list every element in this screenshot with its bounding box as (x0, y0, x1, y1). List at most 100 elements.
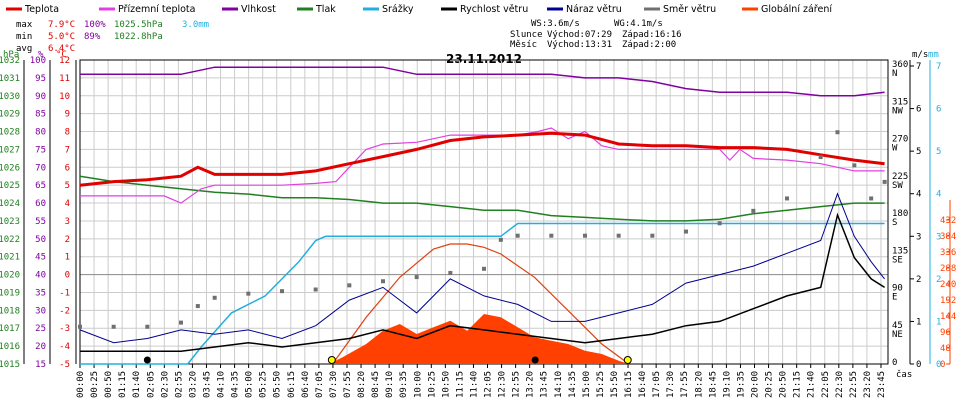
x-tick-label: 12:05 (484, 371, 494, 398)
moon-marker (143, 356, 151, 364)
y-tick-dir-name: E (892, 293, 897, 303)
x-tick-label: 01:15 (118, 371, 128, 398)
stat-max-rain: 3.0mm (182, 20, 209, 30)
y-tick-temp: 9 (65, 110, 70, 120)
series-temperature (79, 131, 885, 187)
x-tick-label: 21:40 (807, 371, 817, 398)
y-tick-mm: 5 (936, 147, 941, 157)
y-tick-humidity: 60 (35, 199, 46, 209)
y-tick-wind: 6 (916, 105, 921, 115)
wind-dir-point (882, 179, 887, 184)
x-tick-label: 17:05 (652, 371, 662, 398)
info-moon-label: Měsíc (510, 40, 537, 50)
x-tick-label: 07:30 (329, 371, 339, 398)
y-tick-temp: 10 (59, 92, 70, 102)
x-axis-label: čas (896, 369, 912, 380)
series-wind-speed (80, 212, 886, 352)
stat-avg-label: avg (16, 44, 32, 54)
x-tick-label: 17:30 (666, 371, 676, 398)
x-tick-label: 05:50 (273, 371, 283, 398)
y-tick-pressure: 1024 (0, 199, 20, 209)
y-label-temp: °C (56, 50, 67, 60)
y-tick-pressure: 1021 (0, 253, 20, 263)
y-tick-dir-name: W (892, 144, 898, 154)
y-tick-temp: 8 (65, 128, 70, 138)
wind-dir-point (280, 289, 284, 294)
info-moon-set: Západ:2:00 (622, 40, 676, 50)
x-tick-label: 19:35 (736, 371, 746, 398)
y-tick-pressure: 1020 (0, 271, 20, 281)
y-tick-pressure: 1022 (0, 235, 20, 245)
x-tick-label: 20:50 (779, 371, 789, 398)
x-tick-label: 14:35 (568, 371, 578, 398)
y-tick-dir-name: SW (892, 181, 903, 191)
y-tick-humidity: 15 (35, 360, 46, 370)
x-tick-label: 18:20 (694, 371, 704, 398)
y-tick-rad: 48 (940, 344, 951, 354)
y-tick-temp: 2 (65, 235, 70, 245)
sun-marker (623, 356, 632, 364)
x-tick-label: 11:15 (455, 371, 465, 398)
info-wg: WG:4.1m/s (614, 19, 663, 29)
y-tick-rad: 432 (940, 216, 956, 226)
y-tick-humidity: 45 (35, 253, 46, 263)
x-tick-label: 03:45 (202, 371, 212, 398)
x-tick-label: 00:50 (104, 371, 114, 398)
x-tick-label: 06:15 (287, 371, 297, 398)
wind-dir-point (869, 196, 874, 201)
x-tick-label: 18:45 (708, 371, 718, 398)
y-tick-temp: 7 (65, 145, 70, 155)
y-label-wind: m/s (912, 50, 928, 60)
y-tick-mm: 2 (936, 275, 941, 285)
y-tick-temp: 0 (65, 271, 70, 281)
wind-dir-point (78, 324, 82, 329)
y-tick-temp: 3 (65, 217, 70, 227)
x-tick-label: 23:20 (863, 371, 873, 398)
y-tick-rad: 96 (940, 328, 951, 338)
stat-min-temp: 5.0°C (48, 32, 75, 42)
wind-dir-point (684, 229, 688, 234)
x-tick-label: 02:05 (146, 371, 156, 398)
x-tick-label: 04:10 (217, 371, 227, 398)
y-tick-wind: 5 (916, 147, 921, 157)
y-tick-mm: 6 (936, 105, 941, 115)
x-tick-label: 05:00 (245, 371, 255, 398)
y-tick-pressure: 1015 (0, 360, 20, 370)
y-tick-humidity: 40 (35, 271, 46, 281)
y-tick-pressure: 1019 (0, 288, 20, 298)
wind-dir-point (195, 304, 200, 309)
y-tick-wind: 3 (916, 232, 921, 242)
y-tick-pressure: 1032 (0, 56, 20, 66)
y-tick-wind: 7 (916, 62, 921, 72)
y-tick-dir: 0 (892, 358, 897, 368)
y-tick-mm: 3 (936, 232, 941, 242)
y-tick-humidity: 75 (35, 145, 46, 155)
y-tick-dir: 360 (892, 60, 908, 70)
y-tick-temp: -1 (59, 288, 70, 298)
y-tick-humidity: 20 (35, 342, 46, 352)
y-tick-temp: 12 (59, 56, 70, 66)
y-tick-dir: 270 (892, 135, 908, 145)
y-tick-pressure: 1017 (0, 324, 20, 334)
y-tick-pressure: 1029 (0, 110, 20, 120)
wind-dir-point (212, 295, 217, 300)
wind-dir-point (414, 275, 419, 280)
x-tick-label: 13:20 (526, 371, 536, 398)
x-tick-label: 16:40 (638, 371, 648, 398)
y-tick-pressure: 1018 (0, 306, 20, 316)
x-tick-label: 12:30 (498, 371, 508, 398)
y-tick-rad: 0 (940, 360, 945, 370)
y-tick-humidity: 90 (35, 92, 46, 102)
x-tick-label: 07:05 (315, 371, 325, 398)
y-tick-dir: 225 (892, 172, 908, 182)
y-tick-rad: 384 (940, 232, 956, 242)
y-label-humidity: % (38, 50, 44, 60)
legend-label: Vlhkost (241, 4, 276, 15)
y-tick-humidity: 100 (30, 56, 46, 66)
y-tick-dir: 90 (892, 284, 903, 294)
y-tick-mm: 0 (936, 360, 941, 370)
x-tick-label: 06:40 (301, 371, 311, 398)
y-tick-pressure: 1028 (0, 128, 20, 138)
x-tick-label: 03:20 (188, 371, 198, 398)
